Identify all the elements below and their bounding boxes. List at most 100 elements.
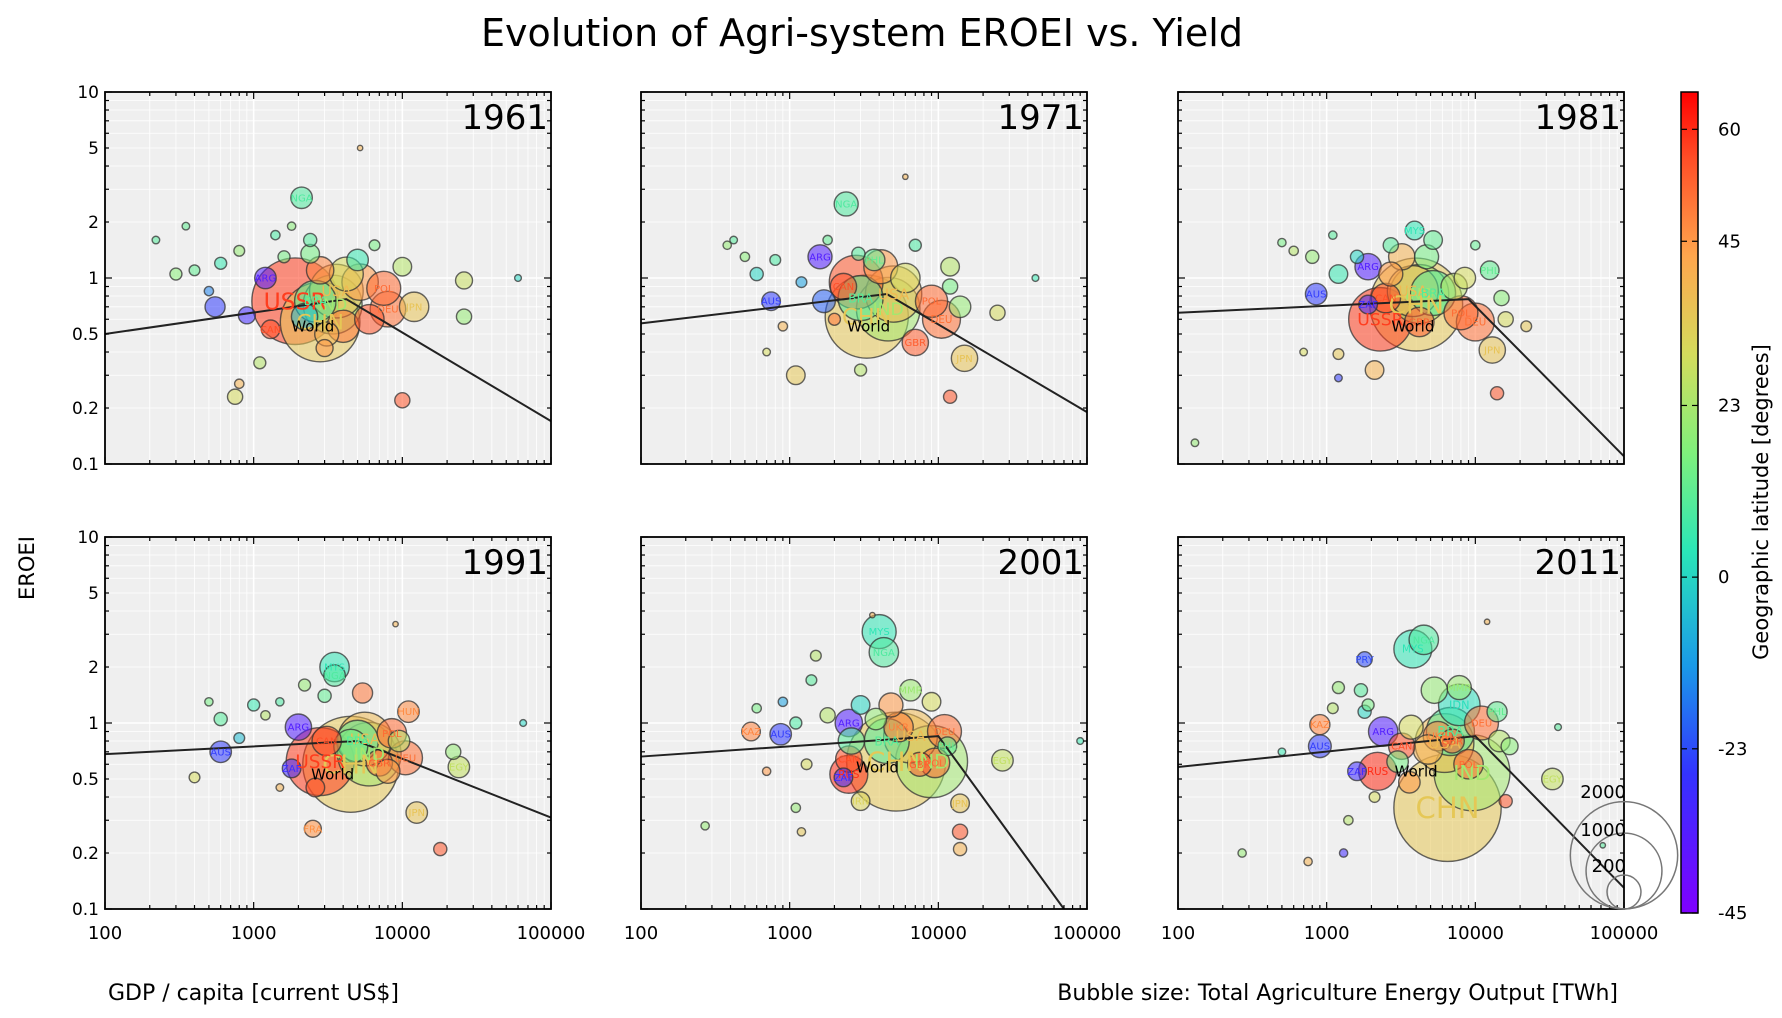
point-label: ARG <box>288 723 310 734</box>
point-label: CAN <box>1391 742 1412 753</box>
bubble <box>833 767 854 788</box>
bubble <box>889 262 921 294</box>
bubble <box>284 713 313 741</box>
bubble <box>290 302 319 331</box>
point-label: USSR <box>264 287 327 315</box>
bubble <box>188 264 201 277</box>
point-label: MYS <box>1402 644 1424 656</box>
ticks <box>1177 536 1625 910</box>
y-tick-label: 0.2 <box>72 844 99 864</box>
bubble <box>387 729 411 753</box>
bubble <box>1309 713 1331 736</box>
bubble <box>749 266 764 282</box>
colorbar-tick-label: 23 <box>1718 395 1741 416</box>
bubble <box>1489 386 1505 401</box>
point-label: ARG <box>809 252 831 263</box>
point-label: USA <box>350 732 380 748</box>
bubbles <box>1190 220 1533 448</box>
bubble <box>1343 814 1354 826</box>
point-label: NGA <box>873 648 895 659</box>
bubble <box>305 255 335 285</box>
point-label: EGY <box>449 763 470 774</box>
bubble <box>151 235 161 245</box>
size-legend-circle <box>1606 874 1642 910</box>
point-label: World <box>311 766 354 784</box>
bubble <box>397 700 420 724</box>
point-label: FRA <box>303 824 322 835</box>
point-label: CAN <box>316 737 337 748</box>
point-label: USSR <box>1357 310 1403 330</box>
bubble <box>762 347 772 357</box>
bubbles <box>1237 618 1607 867</box>
point-label: JPN <box>1483 346 1500 357</box>
bubble <box>790 802 802 814</box>
bubble <box>850 694 871 715</box>
x-tick-label: 100000 <box>1053 923 1122 944</box>
bubble <box>940 256 961 277</box>
point-label: World <box>1395 763 1438 781</box>
bubble <box>777 320 789 332</box>
point-label: PHL <box>1487 707 1507 718</box>
bubble <box>1540 767 1564 791</box>
bubble <box>204 696 214 707</box>
colorbar-tick-label: -45 <box>1718 903 1747 924</box>
point-label: EGY <box>993 756 1014 767</box>
bubble <box>1347 761 1368 782</box>
colorbar-tick-label: 45 <box>1718 231 1741 252</box>
bubble <box>405 801 429 824</box>
bubble <box>366 270 402 306</box>
point-label: ZAF <box>282 764 302 775</box>
bubble <box>181 221 191 231</box>
bubble <box>769 722 793 746</box>
colorbar-tick-label: 0 <box>1718 567 1729 588</box>
bubble <box>1386 750 1410 774</box>
panel-title: 1981 <box>1534 98 1621 138</box>
bubble <box>833 191 859 217</box>
colorbar-tick-label: 60 <box>1718 119 1741 140</box>
bubble <box>899 678 922 702</box>
bubble <box>908 238 923 252</box>
point-label: World <box>291 318 334 336</box>
size-legend-label: 1000 <box>1580 820 1626 841</box>
point-label: ARG <box>838 719 860 730</box>
point-label: POL <box>374 284 394 295</box>
bubble <box>1304 282 1328 306</box>
bubble <box>1553 723 1563 732</box>
point-label: CAN <box>838 755 859 766</box>
y-tick-label: 0.1 <box>72 455 99 475</box>
x-tick-label: 100000 <box>517 923 586 944</box>
bubble <box>1353 682 1369 698</box>
bubble <box>454 271 474 290</box>
bubble <box>864 707 888 731</box>
y-tick-label: 5 <box>88 139 99 159</box>
point-label: DEU <box>395 753 416 764</box>
bubble <box>1237 848 1247 858</box>
x-tick-label: 1000 <box>1304 923 1350 944</box>
point-label: AUS <box>761 297 782 308</box>
bubble <box>1326 702 1339 715</box>
bubbles <box>700 611 1085 857</box>
bubble <box>777 696 789 708</box>
point-label: BRA <box>346 735 369 748</box>
point-label: UKR <box>1427 732 1448 743</box>
bubble <box>315 338 334 358</box>
colorbar-gradient <box>1680 91 1699 914</box>
point-label: POL <box>1459 760 1479 771</box>
point-label: PHL <box>1480 266 1500 277</box>
point-label: POL <box>922 297 942 308</box>
bubble <box>323 664 346 687</box>
panel-title: 1961 <box>461 98 548 138</box>
colorbar-ticks: 60 45 23 0 -23 -45 <box>1681 119 1747 924</box>
bubble <box>950 793 971 814</box>
y-tick-label: 0.5 <box>72 325 99 345</box>
point-label: ARG <box>1372 727 1394 738</box>
point-label: USA <box>1428 734 1461 753</box>
bubble <box>1478 336 1507 364</box>
bubble <box>1599 841 1607 849</box>
point-label: IND <box>1405 285 1434 304</box>
bubble <box>213 711 228 727</box>
bubble <box>1486 700 1508 723</box>
bubble <box>851 246 866 262</box>
